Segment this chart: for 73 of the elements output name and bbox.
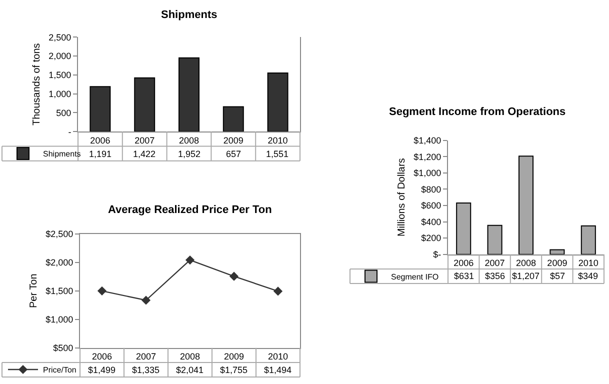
chart-title: Segment Income from Operations — [389, 106, 566, 118]
data-label: $57 — [550, 271, 566, 281]
y-tick-label: 1,000 — [48, 88, 72, 99]
data-label: $356 — [485, 271, 506, 281]
bar — [90, 86, 111, 132]
y-tick-label: $1,000 — [46, 314, 74, 324]
x-tick-label: 2006 — [454, 258, 474, 268]
y-tick-label: $800 — [421, 184, 442, 194]
data-label: 1,422 — [133, 149, 156, 159]
bar — [267, 72, 288, 132]
y-tick-label: 1,500 — [48, 70, 72, 80]
legend-label: Shipments — [43, 150, 81, 159]
bar — [222, 106, 244, 132]
y-tick-label: $600 — [421, 200, 442, 211]
legend-label: Segment IFO — [391, 272, 439, 282]
bar — [178, 57, 200, 132]
point — [229, 272, 239, 281]
bar — [518, 156, 534, 254]
point — [97, 286, 107, 296]
data-label: $1,499 — [88, 365, 116, 375]
chart-title: Average Realized Price Per Ton — [108, 204, 272, 216]
y-tick-label: $1,200 — [414, 152, 442, 162]
y-tick-label: $200 — [421, 233, 442, 244]
data-label: 1,191 — [89, 149, 112, 159]
bar — [580, 225, 596, 254]
point — [273, 286, 283, 296]
chart-title: Shipments — [161, 9, 218, 21]
y-tick-label: 2,500 — [48, 32, 72, 42]
point — [141, 296, 151, 305]
data-label: $1,335 — [132, 365, 160, 375]
x-tick-label: 2006 — [90, 135, 110, 146]
y-tick-label: $2,000 — [46, 258, 74, 268]
y-tick-label: - — [68, 126, 72, 137]
y-tick-label: $2,500 — [46, 229, 74, 240]
x-tick-label: 2010 — [578, 258, 598, 268]
data-label: $1,207 — [512, 271, 540, 281]
y-axis-title: Thousands of tons — [32, 43, 43, 126]
legend-label: Price/Ton — [43, 366, 76, 375]
data-label: $631 — [454, 271, 474, 281]
y-tick-label: $1,500 — [46, 286, 74, 296]
data-label: 657 — [226, 149, 242, 159]
y-tick-label: $1,400 — [414, 136, 442, 146]
x-tick-label: 2008 — [180, 352, 200, 362]
point — [185, 255, 195, 265]
y-tick-label: $- — [433, 249, 442, 260]
data-label: $1,755 — [220, 365, 248, 375]
x-tick-label: 2010 — [268, 352, 288, 362]
x-tick-label: 2009 — [224, 352, 244, 362]
x-tick-label: 2007 — [484, 258, 505, 268]
y-axis-title: Millions of Dollars — [396, 158, 408, 237]
x-tick-label: 2008 — [178, 135, 200, 146]
bar — [134, 77, 156, 132]
data-label: 1,952 — [178, 149, 201, 159]
y-tick-label: $1,000 — [414, 168, 442, 178]
bar — [456, 202, 472, 254]
x-tick-label: 2006 — [92, 352, 112, 362]
x-tick-label: 2009 — [223, 135, 244, 146]
y-axis-title: Per Ton — [28, 274, 40, 308]
data-label: $349 — [578, 271, 598, 281]
data-label: $1,494 — [264, 365, 292, 375]
x-tick-label: 2009 — [547, 258, 568, 268]
data-label: $2,041 — [176, 365, 204, 375]
bar — [550, 249, 565, 254]
x-tick-label: 2010 — [268, 135, 288, 146]
bar — [487, 224, 502, 254]
y-tick-label: 500 — [56, 108, 72, 118]
data-label: 1,551 — [266, 149, 289, 159]
y-tick-label: 2,000 — [48, 51, 72, 62]
y-tick-label: $500 — [53, 342, 74, 353]
x-tick-label: 2007 — [134, 135, 155, 146]
y-tick-label: $400 — [421, 216, 442, 227]
x-tick-label: 2008 — [516, 258, 536, 268]
x-tick-label: 2007 — [136, 352, 156, 362]
